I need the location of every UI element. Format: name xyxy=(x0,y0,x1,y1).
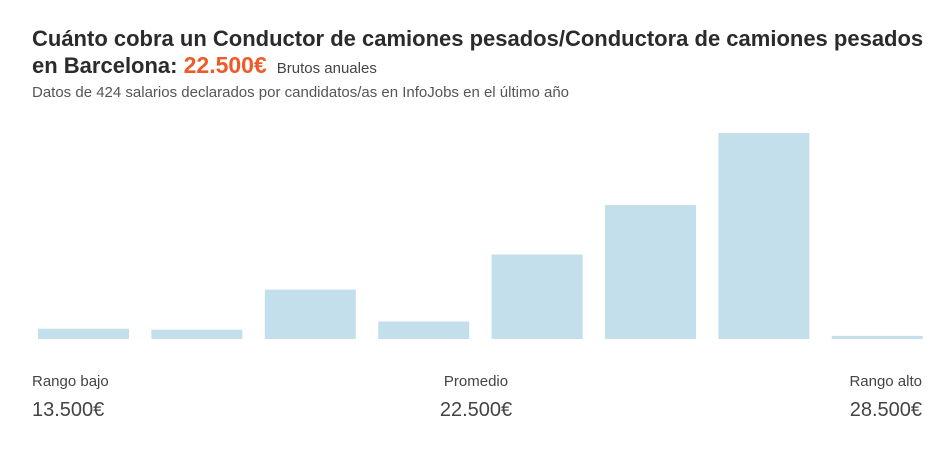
range-mid-label: Promedio xyxy=(443,373,509,390)
histogram-bar-4 xyxy=(378,321,470,339)
histogram-bar-8 xyxy=(831,335,923,339)
range-low-label: Rango bajo xyxy=(32,373,109,390)
salary-period: Brutos anuales xyxy=(276,60,377,77)
page-subtitle: Datos de 424 salarios declarados por can… xyxy=(32,84,570,101)
range-mid-value: 22.500€ xyxy=(439,399,513,421)
range-low-value: 13.500€ xyxy=(32,399,105,421)
histogram-bar-1 xyxy=(38,328,129,339)
histogram-bar-3 xyxy=(264,289,356,339)
range-high-value: 28.500€ xyxy=(849,399,922,421)
salary-amount: 22.500€ xyxy=(183,52,267,78)
histogram-bar-6 xyxy=(605,205,696,339)
page-title: Cuánto cobra un Conductor de camiones pe… xyxy=(32,26,932,82)
histogram-bar-2 xyxy=(151,329,243,339)
histogram-bar-5 xyxy=(491,254,583,339)
histogram-bar-7 xyxy=(718,133,810,339)
range-high-label: Rango alto xyxy=(849,373,922,390)
title-text: Cuánto cobra un Conductor de camiones pe… xyxy=(32,26,924,78)
